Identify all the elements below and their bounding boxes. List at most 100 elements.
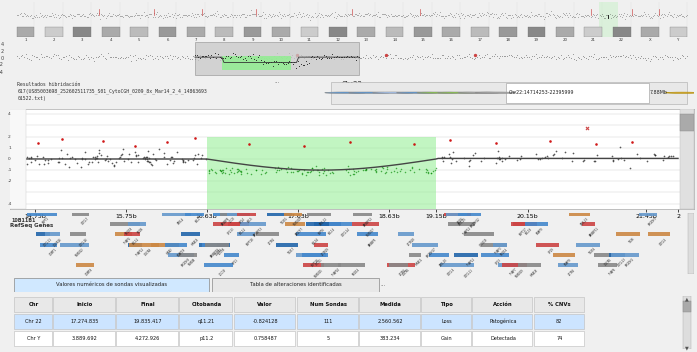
Bar [275,243,298,247]
Point [631,56,642,62]
Point [282,165,293,170]
Point [348,171,360,177]
Point [252,54,263,59]
Point [203,52,214,58]
Point [242,12,253,17]
Point [666,13,677,19]
Bar [472,314,533,329]
Text: COMT1: COMT1 [49,247,58,257]
Text: 4.272.926: 4.272.926 [135,336,160,341]
Text: 3.889.692: 3.889.692 [72,336,98,341]
Point [327,169,338,175]
Text: q11.21: q11.21 [198,319,215,324]
Point [379,53,390,58]
Point [500,54,511,59]
Point [404,54,415,60]
Point [223,54,234,60]
Point [539,55,550,60]
Point [510,54,521,60]
Point [522,54,533,60]
Point [179,159,190,165]
Point [77,12,88,18]
Point [453,13,464,19]
Point [660,12,671,18]
Point [652,13,664,18]
Point [208,54,219,60]
Point [579,157,590,163]
Point [221,13,232,18]
Bar [237,232,255,237]
Point [473,52,484,57]
Bar [518,263,542,267]
Text: BCL1: BCL1 [194,216,202,224]
Point [95,52,107,57]
Point [190,56,201,62]
Point [194,14,205,19]
Point [479,11,490,17]
Point [296,15,307,20]
Point [493,156,505,162]
Point [418,12,429,17]
Point [347,166,358,172]
Point [290,54,301,60]
Point [204,169,215,174]
Point [201,14,213,19]
Text: ▼: ▼ [685,346,689,351]
Point [93,10,105,16]
Text: Gain: Gain [441,336,452,341]
Text: 2: 2 [53,38,55,42]
Point [449,12,460,17]
Point [235,168,246,174]
Bar [464,232,493,237]
Point [410,13,421,18]
Point [536,155,547,161]
Point [54,55,65,61]
Point [325,12,336,18]
Point [471,14,482,20]
Text: 4: 4 [1,42,3,47]
Point [132,55,144,61]
Point [562,14,574,19]
Point [551,12,562,18]
Bar [357,232,378,237]
Point [197,152,208,158]
Text: SNAP9: SNAP9 [564,258,573,266]
Point [61,151,72,157]
Point [337,56,348,62]
Point [447,150,459,155]
Point [109,12,120,18]
Point [258,9,269,15]
Bar [204,263,233,267]
Point [270,58,282,64]
Point [45,55,56,61]
Point [320,12,331,18]
Bar [599,2,618,37]
Point [236,169,247,174]
Point [385,11,396,17]
Point [643,55,654,61]
Point [374,14,385,20]
Point [333,54,344,59]
Point [491,15,503,21]
Point [257,61,268,67]
Point [429,167,441,172]
Point [478,54,489,60]
Point [185,13,196,19]
Text: -4: -4 [0,70,3,75]
Text: LZTR2: LZTR2 [267,237,276,246]
Circle shape [372,92,413,94]
Point [392,14,403,19]
Point [314,55,325,61]
Bar [76,263,93,267]
Point [232,166,243,172]
Point [256,57,267,63]
Point [79,55,90,61]
Point [105,13,116,19]
Point [390,165,401,171]
Point [44,54,55,59]
Point [149,55,160,61]
Text: TBX10: TBX10 [279,216,289,225]
Point [445,55,456,61]
Point [661,13,672,19]
Point [67,55,78,61]
